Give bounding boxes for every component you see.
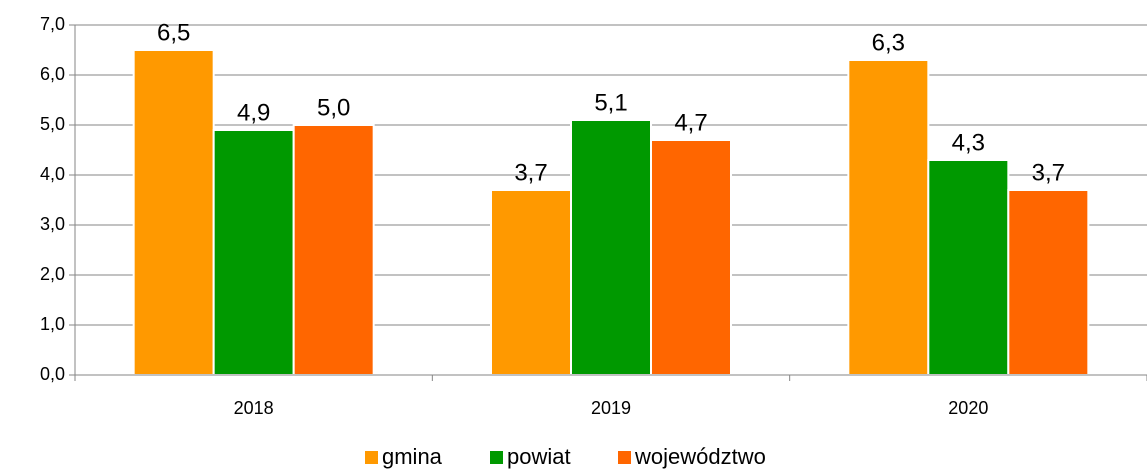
value-label: 5,0 <box>317 94 350 121</box>
x-tick-label: 2018 <box>234 398 274 418</box>
legend-label: gmina <box>382 444 443 469</box>
value-label: 5,1 <box>594 89 627 116</box>
value-label: 6,3 <box>872 29 905 56</box>
value-label: 3,7 <box>1032 159 1065 186</box>
x-tick-label: 2019 <box>591 398 631 418</box>
y-tick-label: 2,0 <box>40 264 65 284</box>
y-tick-label: 5,0 <box>40 114 65 134</box>
legend-label: województwo <box>634 444 766 469</box>
value-label: 6,5 <box>157 19 190 46</box>
bar <box>927 159 1010 376</box>
value-label: 4,9 <box>237 99 270 126</box>
bar <box>212 129 295 376</box>
y-tick-label: 6,0 <box>40 64 65 84</box>
y-tick-label: 0,0 <box>40 364 65 384</box>
value-label: 4,7 <box>674 109 707 136</box>
legend-label: powiat <box>507 444 571 469</box>
value-label: 3,7 <box>514 159 547 186</box>
bar <box>847 59 930 376</box>
legend-swatch <box>365 451 378 464</box>
value-label: 4,3 <box>952 129 985 156</box>
x-tick-label: 2020 <box>948 398 988 418</box>
bar <box>570 119 652 376</box>
y-tick-label: 7,0 <box>40 14 65 34</box>
bar <box>650 139 732 376</box>
y-tick-label: 3,0 <box>40 214 65 234</box>
y-tick-label: 4,0 <box>40 164 65 184</box>
bar <box>490 189 572 376</box>
bar <box>1007 189 1090 376</box>
bar <box>292 124 375 376</box>
legend-swatch <box>618 451 631 464</box>
y-tick-label: 1,0 <box>40 314 65 334</box>
legend-swatch <box>490 451 503 464</box>
bar <box>132 49 215 376</box>
